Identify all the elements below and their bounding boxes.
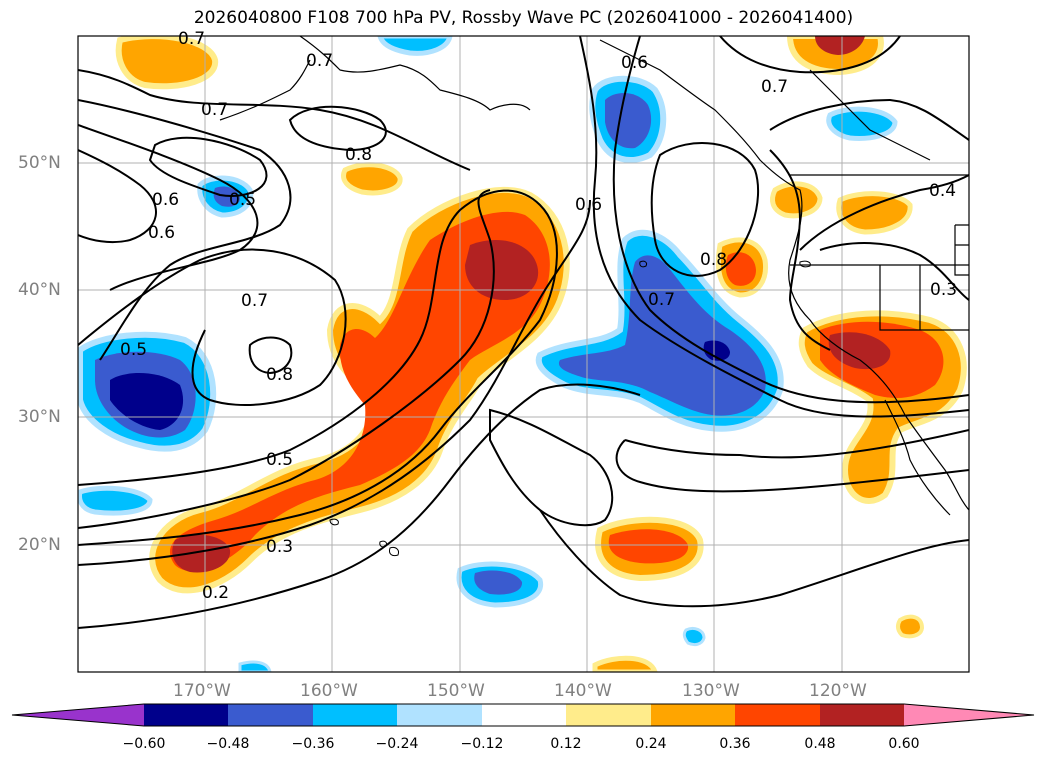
contour-label: 0.8: [700, 250, 727, 270]
colorbar-segment: [735, 704, 820, 726]
lat-label: 30°N: [18, 407, 61, 427]
pv-anomaly-shading: [78, 36, 967, 672]
contour-label: 0.5: [120, 340, 147, 360]
contour-label: 0.7: [306, 51, 333, 71]
colorbar-tick-label: −0.24: [375, 736, 419, 752]
islands: [329, 260, 811, 557]
colorbar: [11, 703, 1035, 727]
colorbar-tick-label: −0.48: [206, 736, 250, 752]
colorbar-segment: [313, 704, 397, 726]
contour-label: 0.7: [241, 291, 268, 311]
colorbar-outline: [11, 703, 1035, 727]
contour-labels: 0.7 0.7 0.8 0.6 0.5 0.7 0.6 0.7 0.6 0.7 …: [120, 29, 957, 603]
colorbar-segment: [651, 704, 735, 726]
colorbar-segment: [397, 704, 482, 726]
lat-label: 20°N: [18, 535, 61, 555]
lon-label: 140°W: [554, 681, 612, 701]
lat-label: 40°N: [18, 280, 61, 300]
contour-label: 0.5: [266, 450, 293, 470]
contour-label: 0.6: [575, 195, 602, 215]
colorbar-segment: [482, 704, 566, 726]
colorbar-segment: [228, 704, 313, 726]
contour-label: 0.2: [202, 583, 229, 603]
map-frame: [77, 35, 970, 673]
colorbar-extend-low: [12, 704, 144, 726]
lat-label: 50°N: [18, 153, 61, 173]
gridlines: [78, 36, 969, 672]
colorbar-tick-label: −0.60: [122, 736, 166, 752]
colorbar-segment: [820, 704, 904, 726]
lon-label: 160°W: [300, 681, 358, 701]
contour-label: 0.8: [345, 145, 372, 165]
coastlines: [219, 36, 969, 516]
colorbar-tick-label: 0.36: [719, 736, 751, 752]
colorbar-tick-label: 0.60: [888, 736, 920, 752]
colorbar-tick-label: 0.24: [635, 736, 667, 752]
colorbar-extend-high: [904, 704, 1034, 726]
colorbar-segment: [144, 704, 228, 726]
contour-label: 0.7: [648, 290, 675, 310]
contour-label: 0.6: [152, 190, 179, 210]
lon-label: 120°W: [809, 681, 867, 701]
contour-label: 0.4: [929, 181, 956, 201]
map-title: 2026040800 F108 700 hPa PV, Rossby Wave …: [193, 8, 854, 28]
contour-label: 0.8: [266, 365, 293, 385]
lon-label: 130°W: [682, 681, 740, 701]
colorbar-tick-label: 0.48: [804, 736, 836, 752]
contour-label: 0.7: [761, 77, 788, 97]
contour-label: 0.7: [201, 100, 228, 120]
lon-label: 170°W: [173, 681, 231, 701]
colorbar-tick-label: −0.12: [460, 736, 504, 752]
contour-label: 0.3: [930, 280, 957, 300]
lon-label: 150°W: [427, 681, 485, 701]
pv-contours: [78, 36, 969, 629]
colorbar-tick-label: 0.12: [550, 736, 582, 752]
contour-label: 0.6: [621, 53, 648, 73]
contour-label: 0.5: [229, 190, 256, 210]
positive-anomalies: [115, 36, 967, 672]
contour-label: 0.3: [266, 537, 293, 557]
contour-label: 0.7: [178, 29, 205, 49]
colorbar-segment: [566, 704, 651, 726]
colorbar-tick-label: −0.36: [291, 736, 335, 752]
contour-label: 0.6: [148, 223, 175, 243]
